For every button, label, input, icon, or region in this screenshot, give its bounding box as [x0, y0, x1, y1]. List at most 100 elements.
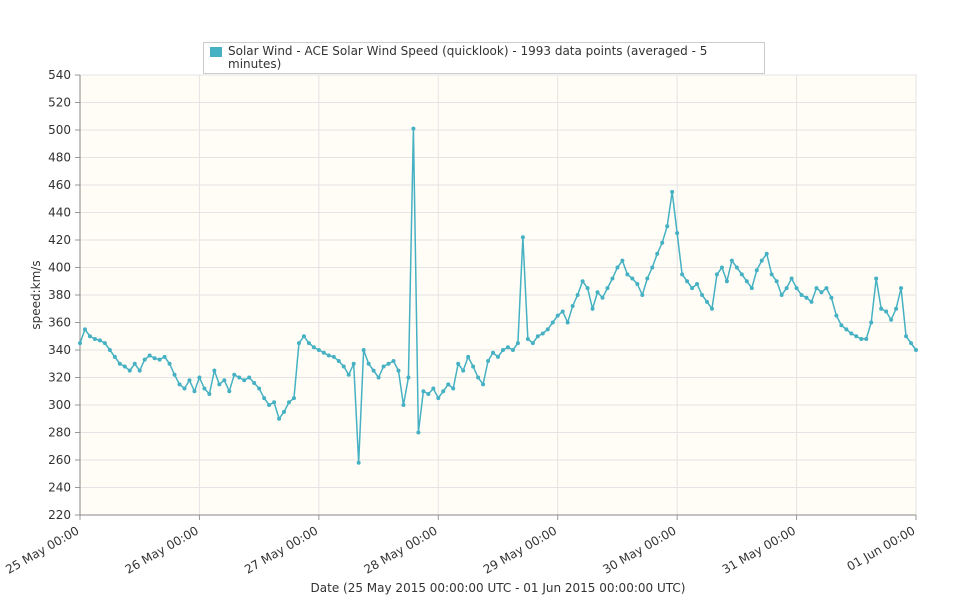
data-point [336, 359, 341, 363]
data-point [869, 320, 874, 325]
data-point [605, 286, 610, 291]
data-point [192, 389, 197, 394]
data-point [774, 279, 779, 284]
data-point [366, 361, 371, 366]
legend-swatch [210, 47, 222, 57]
data-point [82, 327, 87, 332]
y-tick-label: 480 [48, 151, 71, 165]
data-point [874, 276, 879, 281]
data-point [291, 396, 296, 401]
data-point [709, 306, 714, 311]
data-point [341, 364, 346, 369]
data-point [849, 331, 854, 336]
data-point [476, 375, 481, 380]
data-point [471, 364, 476, 369]
data-point [864, 337, 869, 341]
data-point [779, 293, 784, 297]
data-point [331, 354, 336, 359]
data-point [117, 361, 122, 366]
data-point [237, 375, 242, 380]
data-point [356, 460, 361, 465]
x-tick-label: 30 May 00:00 [600, 523, 678, 576]
data-point [635, 282, 640, 286]
data-point [301, 334, 306, 339]
data-point [734, 265, 739, 270]
data-point [824, 286, 829, 291]
y-tick-label: 520 [48, 96, 71, 110]
x-tick-label: 25 May 00:00 [3, 523, 81, 576]
data-point [794, 286, 799, 291]
y-axis-label: speed:km/s [29, 260, 43, 329]
data-point [167, 361, 172, 366]
data-point [421, 389, 426, 394]
data-point [640, 293, 645, 297]
data-point [550, 320, 555, 325]
data-point [247, 375, 252, 380]
data-point [620, 258, 625, 263]
data-point [277, 416, 282, 421]
data-point [739, 272, 744, 277]
data-point [282, 409, 287, 414]
data-point [520, 235, 525, 240]
data-point [535, 334, 540, 339]
data-point [909, 341, 914, 346]
data-point [530, 341, 535, 346]
data-point [615, 265, 620, 270]
data-point [78, 341, 82, 346]
y-tick-label: 500 [48, 123, 71, 137]
data-point [590, 306, 595, 311]
data-point [481, 382, 486, 387]
data-point [660, 240, 665, 245]
data-point [162, 354, 167, 359]
data-point [834, 313, 839, 318]
data-point [351, 361, 356, 366]
data-point [207, 392, 212, 396]
data-point [705, 299, 709, 304]
data-point [769, 272, 774, 277]
data-point [361, 348, 366, 352]
data-point [311, 345, 316, 350]
data-point [446, 382, 451, 387]
x-tick-label: 01 Jun 00:00 [844, 523, 917, 573]
data-point [680, 272, 685, 277]
data-point [187, 378, 192, 383]
data-point [585, 286, 590, 291]
data-point [466, 354, 471, 359]
data-point [690, 286, 695, 291]
data-point [321, 350, 326, 355]
data-point [441, 389, 446, 394]
data-point [461, 368, 466, 373]
y-tick-label: 460 [48, 178, 71, 192]
data-point [182, 386, 187, 391]
data-point [899, 286, 904, 291]
data-point [177, 382, 182, 387]
data-point [157, 357, 162, 362]
data-point [814, 286, 819, 291]
data-point [406, 375, 411, 380]
data-point [147, 353, 152, 358]
data-point [884, 309, 889, 314]
data-point [540, 331, 545, 336]
data-point [267, 403, 272, 407]
data-point [729, 258, 734, 263]
data-point [789, 276, 794, 281]
data-point [655, 251, 660, 256]
data-point [719, 265, 724, 270]
data-point [401, 403, 406, 407]
data-point [625, 272, 630, 277]
data-point [714, 272, 719, 277]
data-point [486, 359, 491, 363]
data-point [496, 354, 500, 359]
data-point [595, 290, 600, 295]
data-point [122, 364, 127, 369]
data-point [386, 361, 391, 366]
legend-text: Solar Wind - ACE Solar Wind Speed (quick… [228, 44, 708, 71]
data-point [759, 258, 764, 263]
data-point [889, 317, 894, 322]
data-point [844, 327, 849, 332]
data-point [744, 279, 749, 284]
data-point [411, 126, 416, 131]
data-point [396, 368, 401, 373]
data-point [107, 348, 112, 352]
